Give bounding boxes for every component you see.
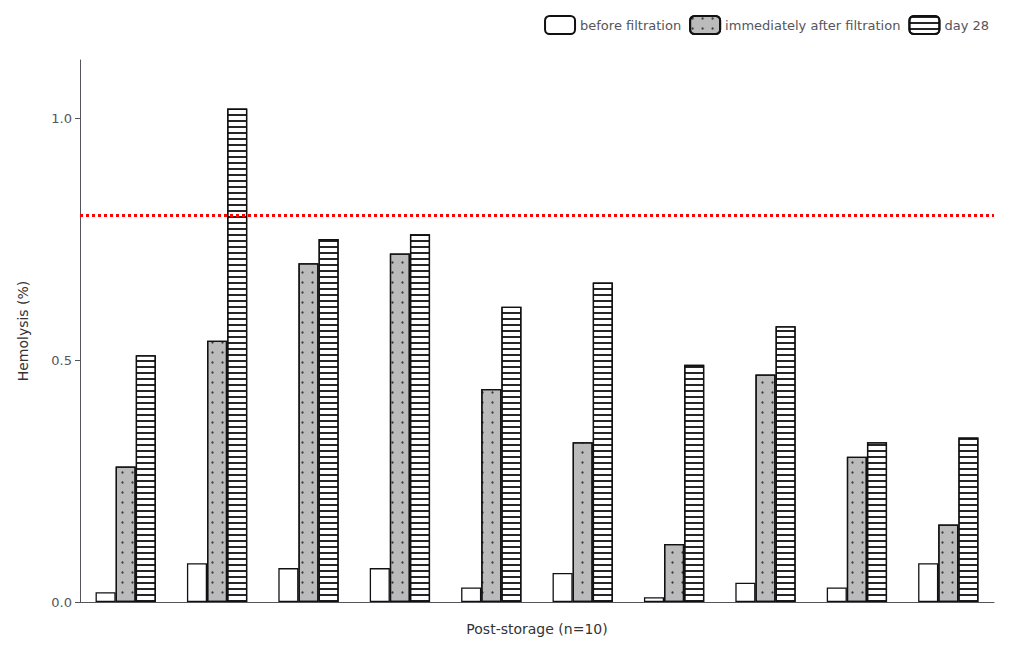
svg-text:1.0: 1.0 bbox=[51, 111, 72, 126]
svg-text:immediately after filtration: immediately after filtration bbox=[725, 18, 900, 33]
svg-text:0.0: 0.0 bbox=[51, 595, 72, 610]
svg-text:day 28: day 28 bbox=[944, 18, 989, 33]
svg-text:before filtration: before filtration bbox=[580, 18, 681, 33]
svg-text:Hemolysis (%): Hemolysis (%) bbox=[15, 281, 31, 382]
svg-text:Post-storage (n=10): Post-storage (n=10) bbox=[466, 621, 607, 637]
svg-text:0.5: 0.5 bbox=[51, 353, 72, 368]
